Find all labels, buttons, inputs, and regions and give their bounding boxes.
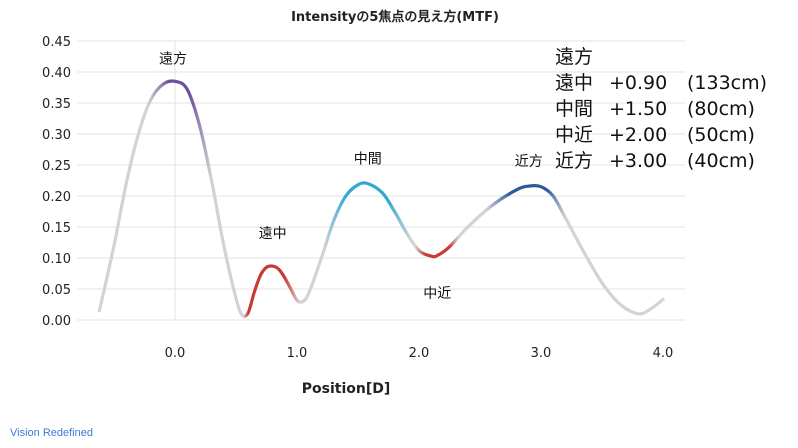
legend-focus-diopter: +0.90 — [609, 72, 668, 94]
legend-focus-name: 中間 — [555, 98, 594, 120]
legend-row: 中間 +1.50 (80cm) — [555, 96, 767, 122]
y-tick-label: 0.30 — [42, 128, 71, 143]
y-tick-label: 0.00 — [42, 314, 71, 329]
y-tick-label: 0.40 — [42, 66, 71, 81]
x-tick-label: 0.0 — [165, 346, 186, 361]
legend-focus-diopter: +2.00 — [609, 124, 668, 146]
legend-focus-diopter: +3.00 — [609, 150, 668, 172]
x-axis-label: Position[D] — [302, 381, 391, 397]
peak-label: 近方 — [515, 154, 543, 170]
legend-focus-name: 遠中 — [555, 72, 594, 94]
y-tick-label: 0.20 — [42, 190, 71, 205]
y-tick-label: 0.25 — [42, 159, 71, 174]
series-line — [97, 79, 665, 318]
legend-focus-distance: (40cm) — [687, 150, 755, 172]
chart-title: Intensityの5焦点の見え方(MTF) — [291, 9, 499, 25]
y-tick-label: 0.45 — [42, 35, 71, 50]
x-tick-label: 1.0 — [287, 346, 308, 361]
y-tick-label: 0.10 — [42, 252, 71, 267]
x-tick-label: 4.0 — [653, 346, 674, 361]
axes: 0.00 0.05 0.10 0.15 0.20 0.25 0.30 0.35 0.40 0.45… — [42, 35, 673, 361]
legend-row: 遠中 +0.90 (133cm) — [555, 70, 767, 96]
legend-header-label: 遠方 — [555, 46, 594, 68]
footer-brand: Vision Redefined — [10, 427, 93, 439]
legend-focus-distance: (80cm) — [687, 98, 755, 120]
y-tick-label: 0.05 — [42, 283, 71, 298]
x-tick-label: 3.0 — [531, 346, 552, 361]
peak-label: 遠中 — [259, 226, 287, 242]
peak-label: 中近 — [423, 286, 451, 302]
legend-header: 遠方 — [555, 44, 767, 70]
legend-focus-distance: (133cm) — [687, 72, 768, 94]
intensity-curve — [97, 79, 665, 318]
focus-legend: 遠方 遠中 +0.90 (133cm) 中間 +1.50 (80cm) 中近 +… — [555, 44, 767, 174]
legend-row: 中近 +2.00 (50cm) — [555, 122, 767, 148]
legend-focus-name: 近方 — [555, 150, 594, 172]
legend-focus-distance: (50cm) — [687, 124, 755, 146]
y-tick-label: 0.15 — [42, 221, 71, 236]
legend-focus-name: 中近 — [555, 124, 594, 146]
peak-label: 中間 — [354, 152, 382, 168]
x-tick-label: 2.0 — [409, 346, 430, 361]
legend-row: 近方 +3.00 (40cm) — [555, 148, 767, 174]
peak-label: 遠方 — [159, 51, 187, 67]
legend-focus-diopter: +1.50 — [609, 98, 668, 120]
y-tick-label: 0.35 — [42, 97, 71, 112]
grid-lines — [77, 40, 685, 321]
